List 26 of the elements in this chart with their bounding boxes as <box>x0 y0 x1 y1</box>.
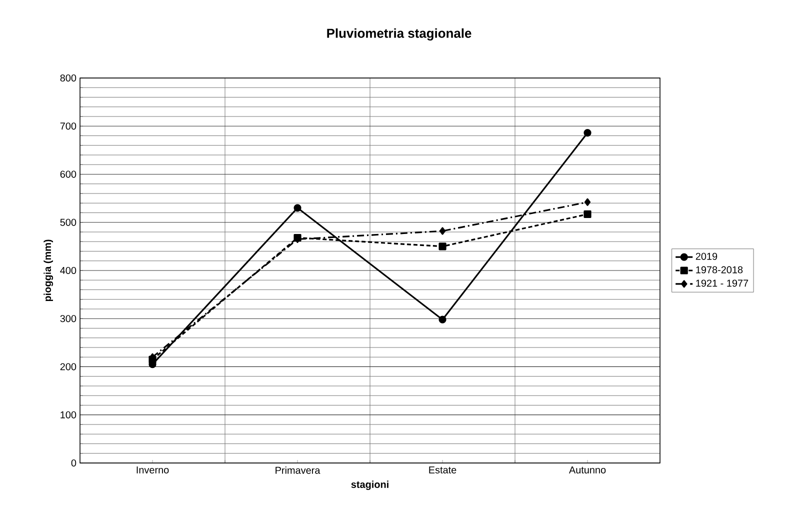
y-tick-label: 400 <box>60 266 76 274</box>
x-tick-label: Inverno <box>136 466 169 474</box>
x-tick-label: Estate <box>429 466 456 474</box>
y-axis-title: pioggia (mm) <box>44 240 54 302</box>
point <box>438 316 446 324</box>
y-tick-label: 500 <box>60 218 76 226</box>
x-axis-title: stagioni <box>351 480 388 490</box>
y-tick-label: 200 <box>60 363 76 370</box>
point <box>294 204 302 212</box>
point <box>439 227 446 235</box>
chart-title: Pluviometria stagionale <box>327 28 472 40</box>
point <box>584 210 592 218</box>
point <box>438 242 446 250</box>
y-tick-label: 800 <box>60 74 76 82</box>
y-tick-label: 700 <box>60 122 76 130</box>
x-tick-label: Primavera <box>276 466 320 474</box>
y-tick-label: 600 <box>60 170 76 178</box>
y-tick-label: 100 <box>60 411 76 418</box>
y-tick-label: 0 <box>71 459 76 467</box>
y-tick-label: 300 <box>60 315 76 322</box>
point <box>584 198 591 206</box>
legend-label: 2019 <box>696 252 718 260</box>
legend-label: 1921 - 1977 <box>696 280 748 287</box>
legend-label: 1978-2018 <box>696 266 743 274</box>
x-tick-label: Autunno <box>568 466 606 474</box>
point <box>584 129 592 137</box>
